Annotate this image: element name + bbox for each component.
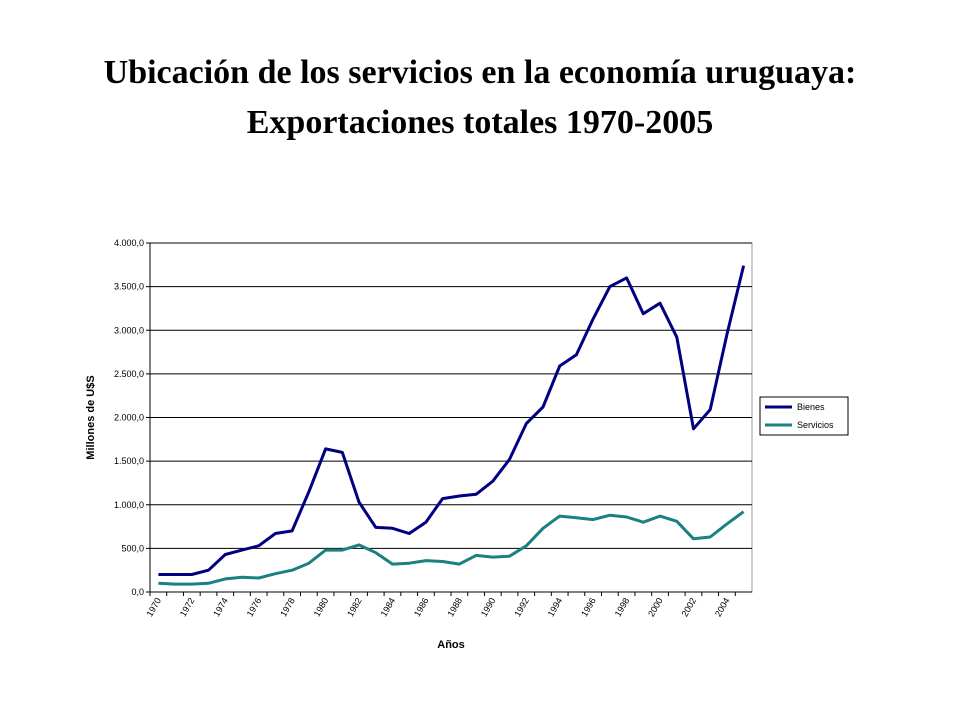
x-tick-label: 1984 [379,596,398,618]
x-tick-label: 1970 [144,596,163,618]
y-tick-label: 2.500,0 [114,369,144,379]
y-tick-label: 500,0 [121,543,144,553]
y-tick-label: 3.000,0 [114,325,144,335]
series-line [158,265,746,576]
title-line: Exportaciones totales 1970-2005 [246,104,714,141]
y-tick-label: 1.000,0 [114,500,144,510]
legend-box [759,396,849,436]
legend-label: Bienes [797,402,825,412]
x-tick-label: 1990 [479,596,498,618]
x-tick-label: 1982 [345,596,364,618]
x-tick-label: 1998 [613,596,632,618]
x-tick-label: 1974 [211,596,230,618]
x-tick-label: 2000 [646,596,665,618]
x-tick-label: 1992 [512,596,531,618]
x-tick-label: 1972 [178,596,197,618]
x-tick-label: 1988 [445,596,464,618]
y-tick-label: 3.500,0 [114,282,144,292]
title-line: Ubicación de los servicios en la economí… [103,54,857,91]
y-axis-label: Millones de U$S [85,375,97,459]
x-tick-label: 1996 [579,596,598,618]
x-tick-label: 1986 [412,596,431,618]
x-tick-label: 1980 [312,596,331,618]
x-tick-label: 1976 [245,596,264,618]
x-tick-label: 1994 [546,596,565,618]
series-line [158,510,745,586]
y-tick-label: 4.000,0 [114,238,144,248]
x-axis-label: Años [437,639,465,651]
y-tick-label: 0,0 [131,587,144,597]
x-tick-label: 2002 [680,596,699,618]
legend-label: Servicios [797,420,834,430]
y-tick-label: 2.000,0 [114,413,144,423]
chart-title: Ubicación de los servicios en la economí… [0,48,960,148]
x-tick-label: 1978 [278,596,297,618]
x-tick-label: 2004 [713,596,732,618]
y-tick-label: 1.500,0 [114,456,144,466]
